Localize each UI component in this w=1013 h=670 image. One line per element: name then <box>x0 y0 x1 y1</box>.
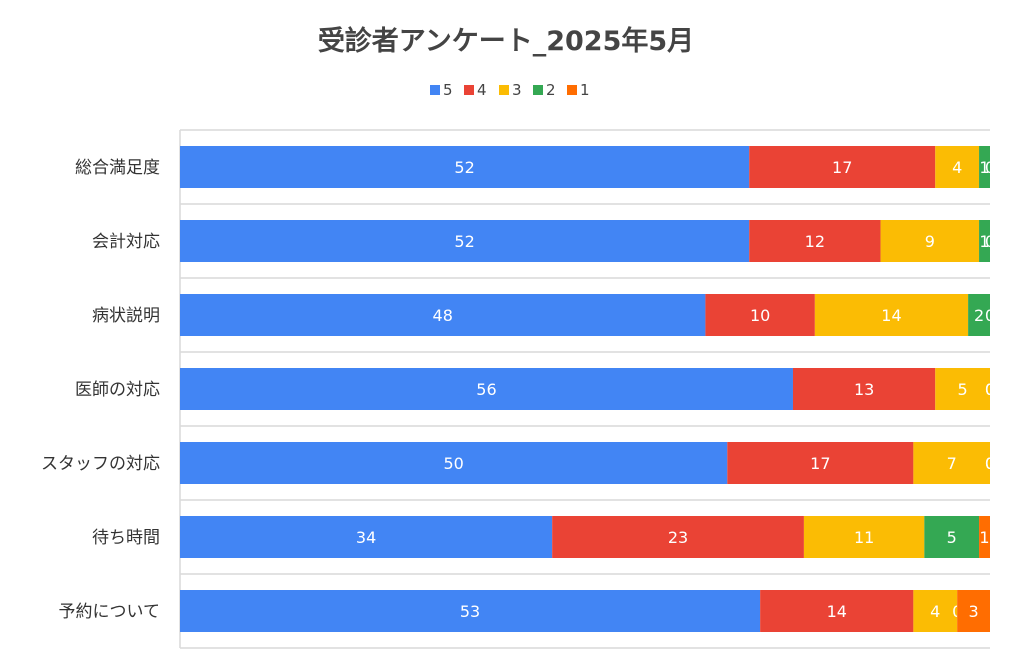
legend-swatch <box>464 85 474 95</box>
data-label: 7 <box>947 454 957 473</box>
bar-segment <box>727 442 914 484</box>
bar-segment <box>968 294 990 336</box>
legend-item: 5 <box>430 81 453 99</box>
data-label: 4 <box>930 602 940 621</box>
bar-segment <box>180 294 706 336</box>
data-label: 48 <box>433 306 453 325</box>
legend-swatch <box>499 85 509 95</box>
data-label: 5 <box>947 528 957 547</box>
bar-segment <box>913 590 958 632</box>
data-label: 0 <box>985 380 995 399</box>
data-label: 5 <box>958 380 968 399</box>
data-label: 0 <box>985 454 995 473</box>
data-label: 52 <box>454 158 474 177</box>
legend-item: 2 <box>533 81 556 99</box>
category-label: 総合満足度 <box>75 158 160 178</box>
bar-segment <box>924 516 980 558</box>
bar-segment <box>935 368 990 410</box>
data-label: 14 <box>881 306 901 325</box>
legend-item: 4 <box>464 81 487 99</box>
data-label: 9 <box>925 232 935 251</box>
category-label: スタッフの対応 <box>41 454 160 474</box>
bar-segment <box>979 516 990 558</box>
bar-segment <box>880 220 980 262</box>
data-label: 34 <box>356 528 376 547</box>
category-label: 予約について <box>59 602 161 622</box>
legend: 5 4 3 2 1 <box>430 81 590 99</box>
bar-segment <box>814 294 969 336</box>
data-label: 1 <box>979 232 989 251</box>
legend-swatch <box>533 85 543 95</box>
bar-segment <box>979 146 990 188</box>
bar-segment <box>935 146 980 188</box>
legend-label: 2 <box>546 81 556 99</box>
data-label: 56 <box>476 380 496 399</box>
data-label: 0 <box>985 158 995 177</box>
bar-segment <box>749 220 881 262</box>
legend-item: 1 <box>567 81 590 99</box>
bar-segment <box>749 146 936 188</box>
data-label: 0 <box>985 454 995 473</box>
data-label: 3 <box>968 602 978 621</box>
data-label: 53 <box>460 602 480 621</box>
data-label: 50 <box>443 454 463 473</box>
data-label: 10 <box>750 306 770 325</box>
data-label: 2 <box>974 306 984 325</box>
bar-segment <box>913 442 990 484</box>
bar-segment <box>803 516 925 558</box>
data-label: 11 <box>854 528 874 547</box>
data-label: 0 <box>985 380 995 399</box>
bar-segment <box>760 590 914 632</box>
legend-label: 5 <box>443 81 453 99</box>
data-label: 0 <box>985 306 995 325</box>
data-label: 1 <box>979 528 989 547</box>
bar-segment <box>180 442 728 484</box>
data-label: 1 <box>979 158 989 177</box>
data-label: 12 <box>805 232 825 251</box>
legend-swatch <box>567 85 577 95</box>
chart-title: 受診者アンケート_2025年5月 <box>318 25 694 57</box>
legend-label: 1 <box>580 81 590 99</box>
data-label: 23 <box>668 528 688 547</box>
bar-segment <box>979 220 990 262</box>
data-label: 17 <box>832 158 852 177</box>
category-label: 会計対応 <box>92 232 160 252</box>
bar-segment <box>180 220 750 262</box>
legend-item: 3 <box>499 81 522 99</box>
legend-label: 3 <box>512 81 522 99</box>
category-label: 待ち時間 <box>92 528 160 548</box>
bar-segment <box>957 590 990 632</box>
bar-segment <box>180 590 761 632</box>
bar-segment <box>792 368 936 410</box>
category-label: 医師の対応 <box>75 380 160 400</box>
bar-segment <box>552 516 804 558</box>
data-label: 4 <box>952 158 962 177</box>
data-label: 14 <box>827 602 847 621</box>
data-label: 17 <box>810 454 830 473</box>
category-label: 病状説明 <box>92 306 160 326</box>
legend-label: 4 <box>477 81 487 99</box>
data-label: 52 <box>454 232 474 251</box>
bar-segment <box>180 368 793 410</box>
data-label: 13 <box>854 380 874 399</box>
bar-segment <box>180 146 750 188</box>
bar-segment <box>180 516 553 558</box>
data-label: 0 <box>985 232 995 251</box>
bar-segment <box>705 294 815 336</box>
legend-swatch <box>430 85 440 95</box>
